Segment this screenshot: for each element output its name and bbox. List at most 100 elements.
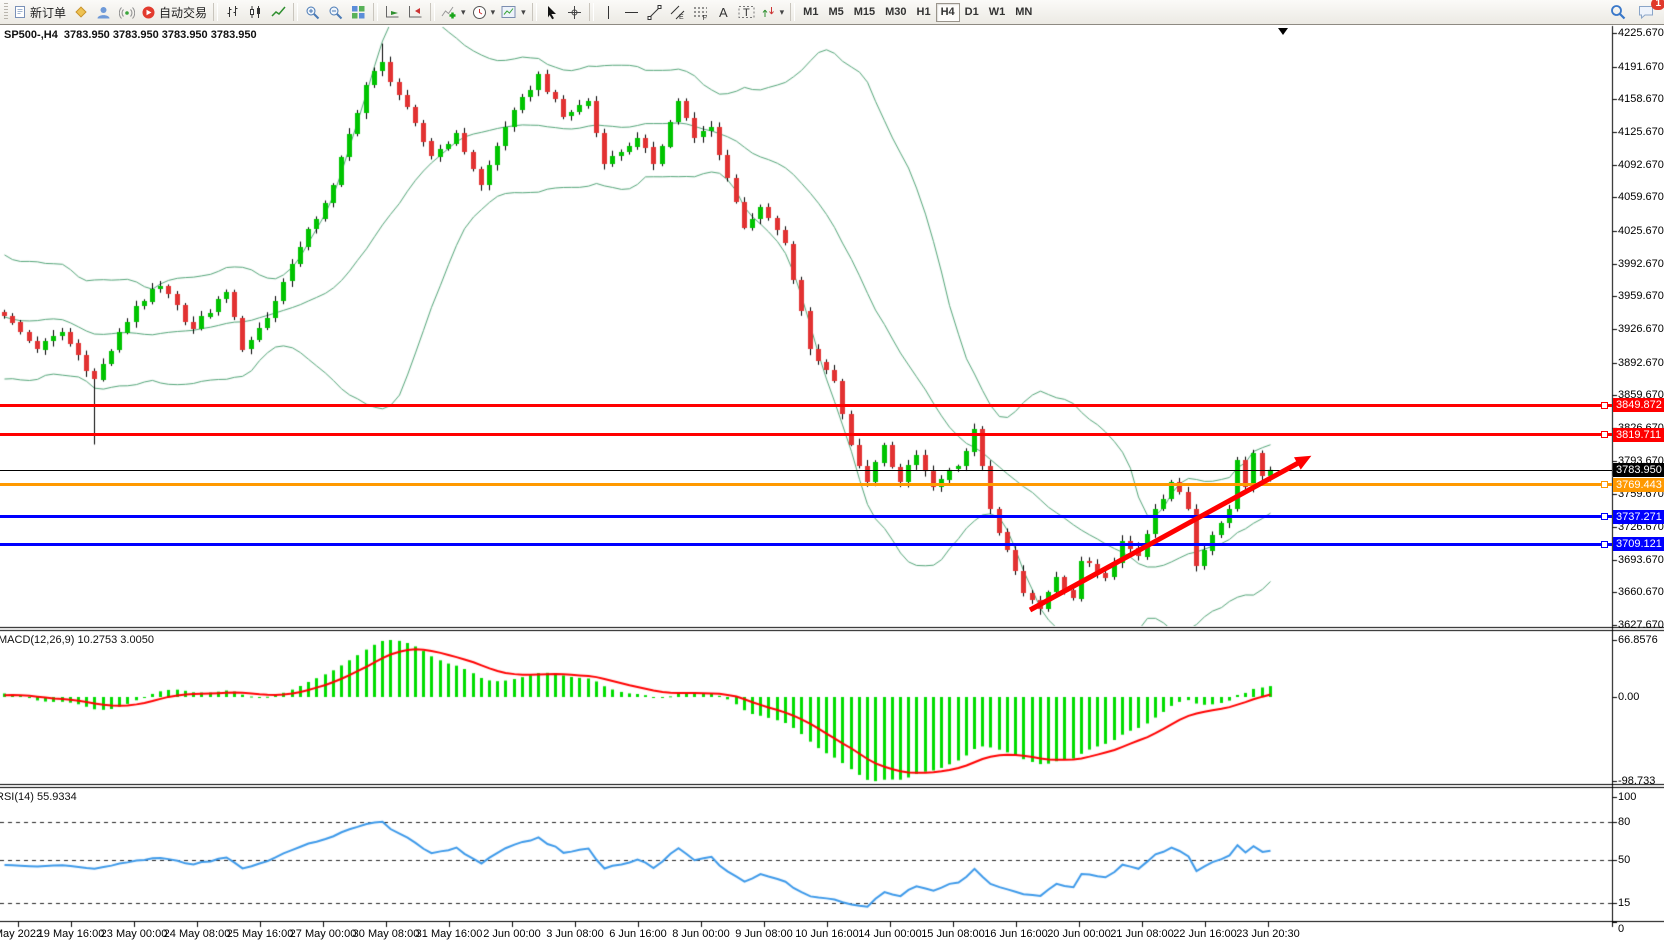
- auto-scroll-icon: [385, 5, 400, 19]
- zoom-in-icon: [305, 5, 320, 20]
- channel-tool-button[interactable]: E: [666, 2, 689, 23]
- trendline-tool-button[interactable]: [643, 2, 666, 23]
- fibonacci-tool-button[interactable]: F: [689, 2, 712, 23]
- timeframe-m30-button[interactable]: M30: [880, 3, 911, 22]
- support-line-2[interactable]: [0, 542, 1612, 546]
- pivot-line[interactable]: [0, 483, 1612, 487]
- toolbar-separator: [430, 3, 436, 21]
- toolbar-separator: [531, 3, 537, 21]
- fibonacci-icon: F: [693, 5, 708, 20]
- search-button[interactable]: [1606, 2, 1629, 23]
- autotrading-label: 自动交易: [159, 5, 208, 20]
- text-label-icon: T: [738, 5, 755, 19]
- signals-button[interactable]: [115, 2, 138, 23]
- timeframe-m15-button[interactable]: M15: [849, 3, 880, 22]
- resistance-line-1[interactable]: [0, 403, 1612, 407]
- tile-windows-button[interactable]: [347, 2, 370, 23]
- timeframe-h4-button[interactable]: H4: [935, 2, 960, 22]
- clock-icon: [472, 5, 487, 20]
- signal-icon: [118, 5, 135, 20]
- person-icon: [96, 5, 111, 20]
- chart-shift-marker-icon[interactable]: [1278, 28, 1288, 35]
- template-icon: [501, 5, 517, 19]
- toolbar-right-group: 1: [1606, 0, 1664, 23]
- horizontal-line-tool-button[interactable]: [620, 2, 643, 23]
- autotrading-icon: [141, 5, 156, 20]
- chart-shift-button[interactable]: [404, 2, 427, 23]
- timeframe-d1-button[interactable]: D1: [960, 3, 984, 22]
- resistance-line-2[interactable]: [0, 433, 1612, 437]
- zoom-in-button[interactable]: [301, 2, 324, 23]
- resistance-line-1-price-badge: 3849.872: [1613, 398, 1664, 413]
- chevron-down-icon[interactable]: ▾: [779, 6, 785, 17]
- timeframe-mn-button[interactable]: MN: [1010, 3, 1037, 22]
- zoom-out-button[interactable]: [324, 2, 347, 23]
- templates-button[interactable]: ▾: [498, 2, 529, 23]
- new-order-button[interactable]: 新订单: [10, 2, 69, 23]
- text-label-tool-button[interactable]: T: [735, 2, 758, 23]
- svg-text:A: A: [719, 5, 728, 19]
- new-order-label: 新订单: [30, 5, 67, 20]
- periods-button[interactable]: ▾: [469, 2, 499, 23]
- notifications-button[interactable]: 1: [1635, 0, 1664, 23]
- zoom-out-icon: [328, 5, 343, 20]
- arrows-icon: [761, 5, 776, 19]
- indicators-icon: [441, 5, 457, 20]
- text-tool-button[interactable]: A: [712, 2, 735, 23]
- new-order-icon: [13, 5, 27, 19]
- indicators-button[interactable]: ▾: [438, 2, 469, 23]
- toolbar-separator: [213, 3, 219, 21]
- community-button[interactable]: [92, 2, 115, 23]
- auto-scroll-button[interactable]: [381, 2, 404, 23]
- text-icon: A: [717, 5, 730, 19]
- svg-text:F: F: [702, 15, 706, 20]
- timeframe-m5-button[interactable]: M5: [823, 3, 848, 22]
- timeframe-h1-button[interactable]: H1: [912, 3, 936, 22]
- vertical-line-icon: [602, 5, 615, 20]
- support-line-2-handle[interactable]: [1601, 540, 1608, 548]
- market-button[interactable]: [69, 2, 92, 23]
- chevron-down-icon[interactable]: ▾: [521, 6, 526, 17]
- pivot-line-handle[interactable]: [1601, 481, 1608, 489]
- gold-diamond-icon: [73, 4, 89, 20]
- toolbar-separator: [588, 3, 594, 21]
- notification-count-badge: 1: [1651, 0, 1664, 10]
- resistance-line-1-handle[interactable]: [1601, 401, 1608, 409]
- support-line-1[interactable]: [0, 515, 1612, 518]
- crosshair-tool-button[interactable]: [563, 2, 586, 23]
- resistance-line-2-price-badge: 3819.711: [1613, 427, 1664, 442]
- toolbar-separator: [373, 3, 379, 21]
- vertical-line-tool-button[interactable]: [597, 2, 620, 23]
- resistance-line-2-handle[interactable]: [1601, 431, 1608, 439]
- support-line-2-price-badge: 3709.121: [1613, 537, 1664, 552]
- arrows-tool-button[interactable]: ▾: [758, 2, 788, 23]
- line-chart-button[interactable]: [267, 2, 290, 23]
- svg-text:T: T: [743, 7, 750, 19]
- horizontal-line-icon: [624, 6, 639, 19]
- timeframe-w1-button[interactable]: W1: [984, 3, 1011, 22]
- candlestick-icon: [248, 5, 263, 19]
- pivot-line-price-badge: 3769.443: [1613, 477, 1664, 492]
- current-price-line-price-badge: 3783.950: [1613, 463, 1664, 478]
- chevron-down-icon[interactable]: ▾: [461, 6, 466, 17]
- support-line-1-handle[interactable]: [1601, 513, 1608, 520]
- search-icon: [1610, 4, 1626, 20]
- bar-chart-button[interactable]: [221, 2, 244, 23]
- crosshair-icon: [567, 5, 582, 20]
- toolbar-separator: [790, 3, 796, 21]
- candlestick-chart-button[interactable]: [244, 2, 267, 23]
- chevron-down-icon[interactable]: ▾: [490, 6, 496, 17]
- cursor-icon: [544, 5, 558, 20]
- current-price-line[interactable]: [0, 469, 1612, 471]
- timeframe-m1-button[interactable]: M1: [798, 3, 823, 22]
- toolbar-separator: [293, 3, 299, 21]
- trendline-icon: [647, 4, 662, 20]
- toolbar-grip: [4, 3, 8, 21]
- equidistant-channel-icon: E: [670, 5, 685, 20]
- autotrading-button[interactable]: 自动交易: [138, 2, 210, 23]
- toolbar: 新订单 自动交易: [0, 0, 1664, 25]
- cursor-tool-button[interactable]: [540, 2, 563, 23]
- svg-text:E: E: [679, 14, 684, 20]
